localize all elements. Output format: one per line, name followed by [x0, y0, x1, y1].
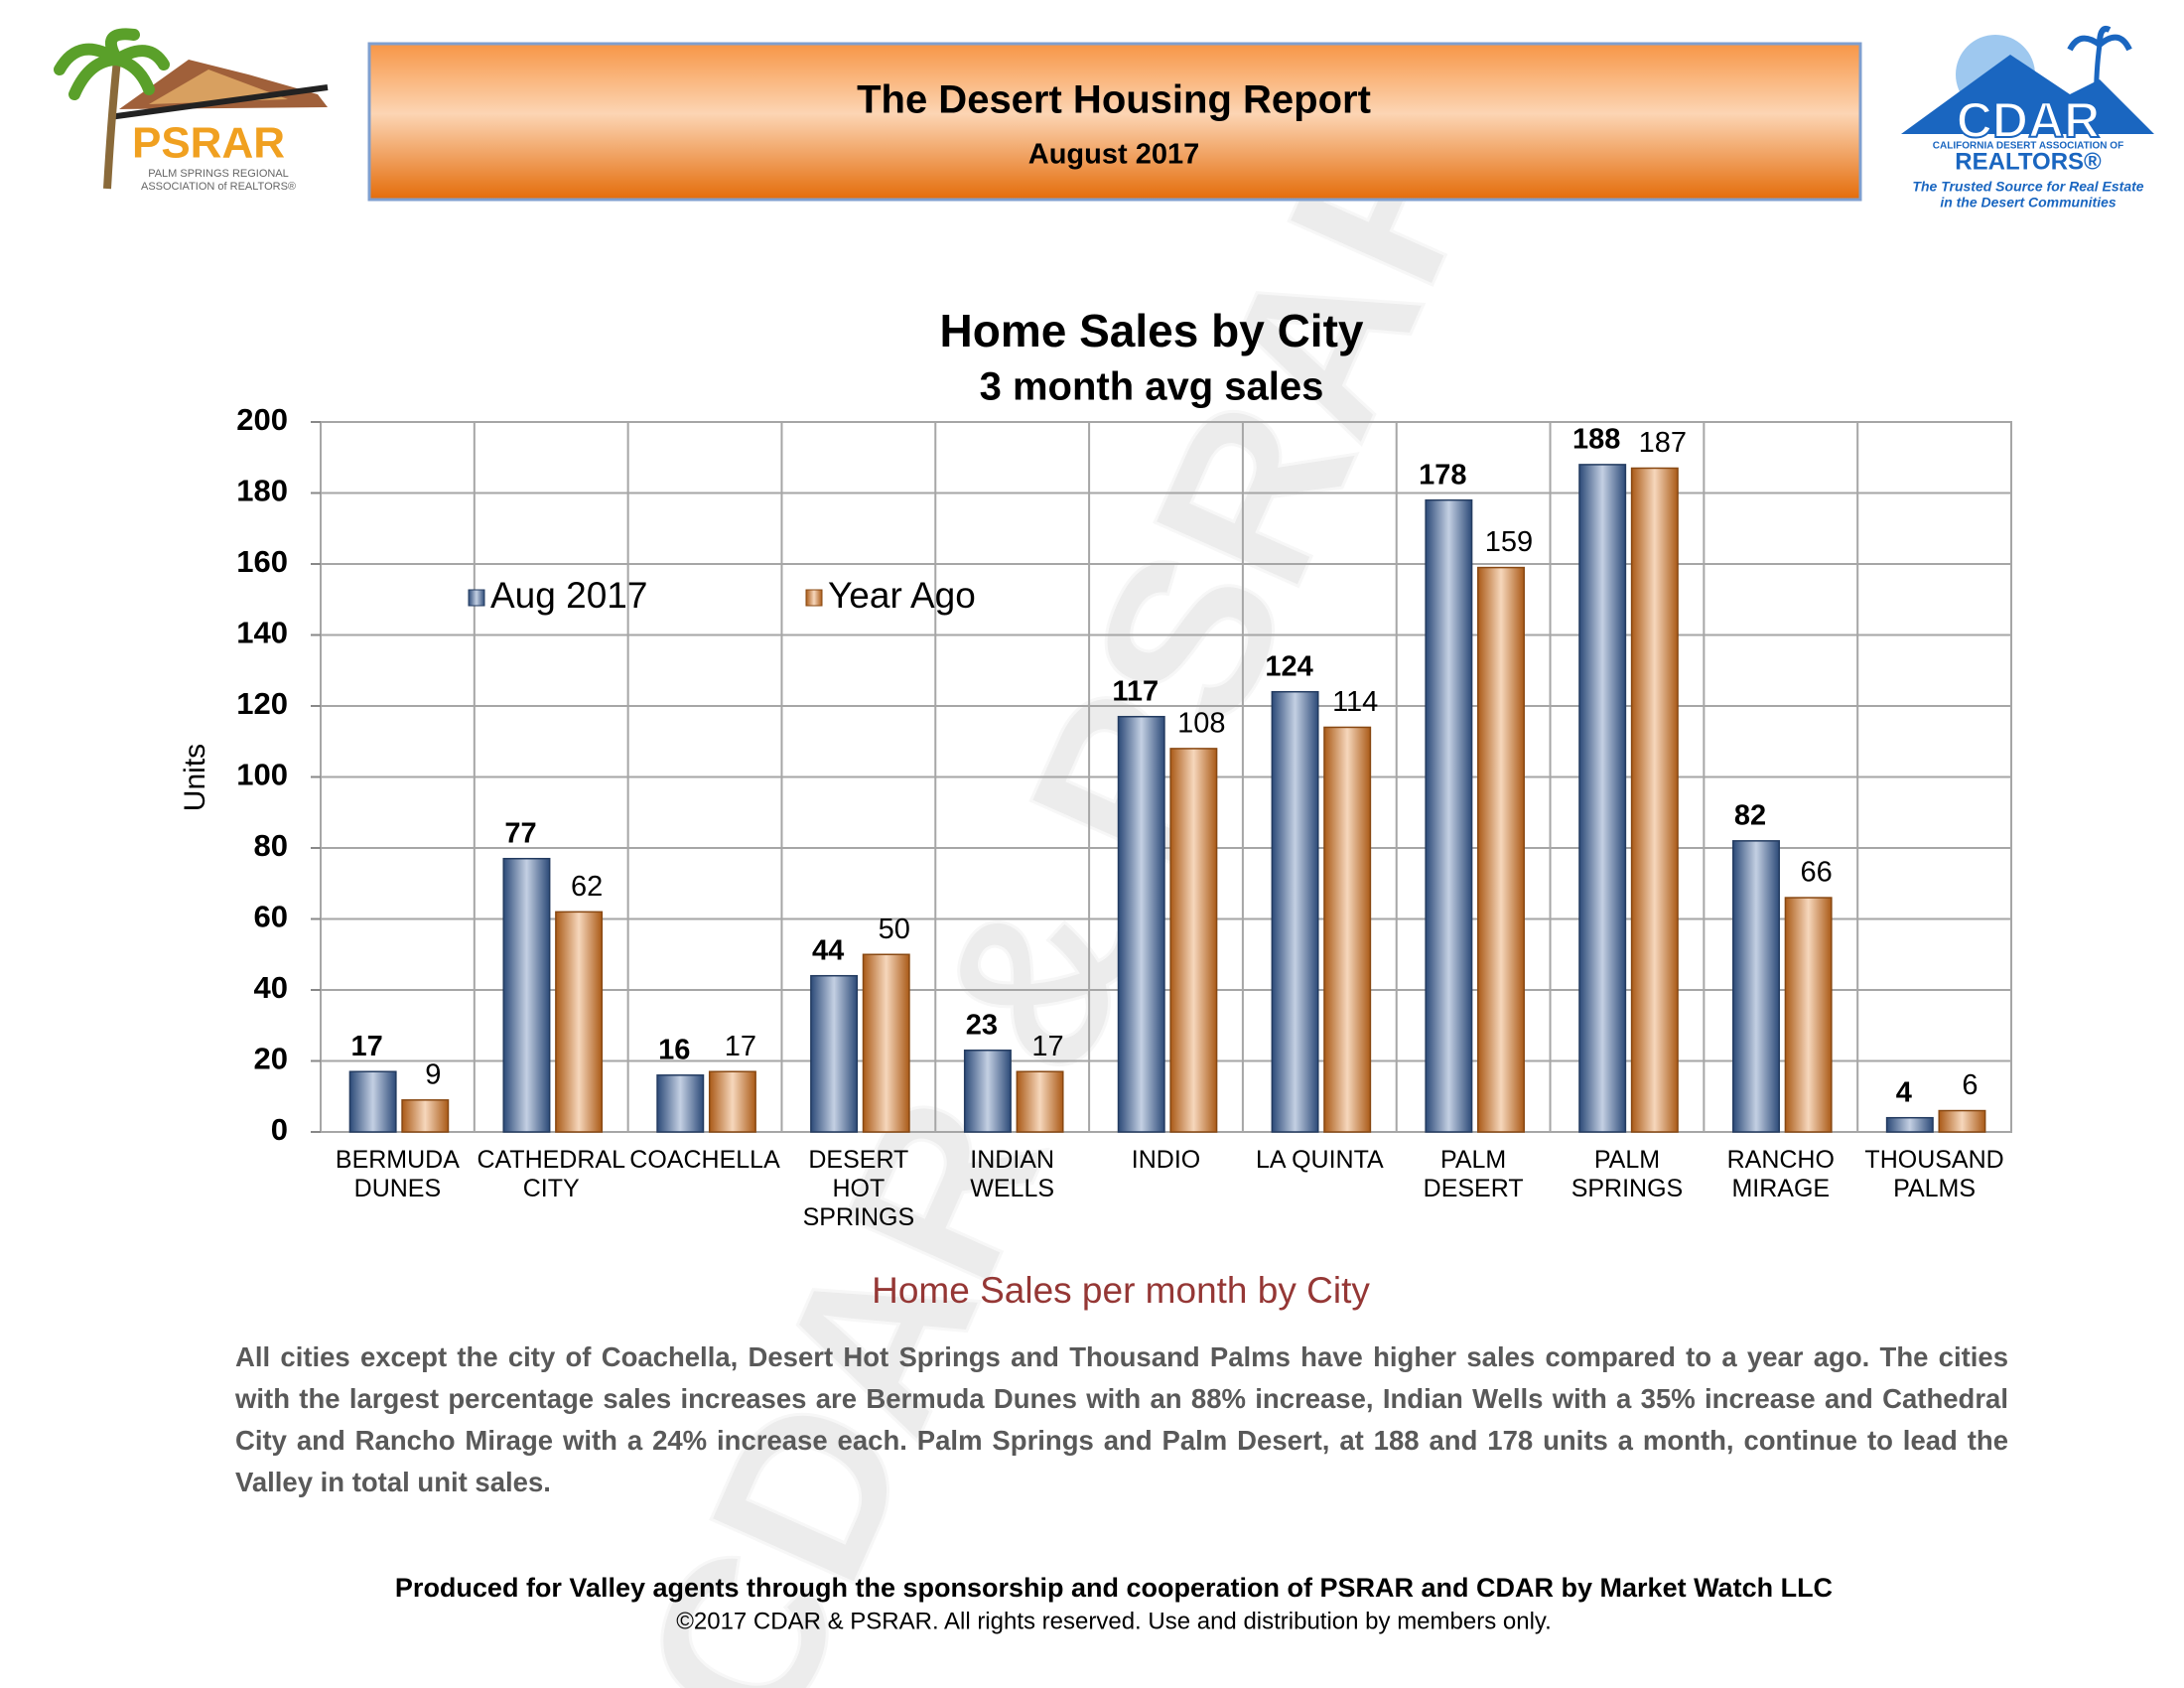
y-tick-label: 180	[236, 474, 288, 508]
y-tick-label: 160	[236, 544, 288, 579]
value-label: 188	[1572, 424, 1620, 456]
bar	[862, 953, 910, 1133]
header-box	[367, 42, 1862, 202]
footer-credit: Produced for Valley agents through the s…	[395, 1573, 1833, 1603]
header-title: The Desert Housing Report	[857, 78, 1371, 122]
bar	[1732, 840, 1780, 1133]
y-tick-label: 20	[254, 1042, 288, 1076]
bar	[401, 1099, 450, 1133]
bar	[348, 1070, 397, 1133]
logo-text: REALTORS®	[1955, 148, 2102, 175]
x-tick-label: CATHEDRAL CITY	[477, 1146, 625, 1202]
y-tick-label: 60	[254, 900, 288, 934]
x-tick-label: DESERT HOT SPRINGS	[802, 1146, 915, 1231]
x-tick-label: PALM DESERT	[1423, 1146, 1524, 1202]
value-label: 17	[351, 1031, 383, 1062]
value-label: 187	[1639, 427, 1687, 459]
x-tick-label: INDIAN WELLS	[970, 1146, 1055, 1202]
x-tick-label: BERMUDA DUNES	[335, 1146, 460, 1202]
logo-text: CDAR	[1957, 92, 2100, 148]
bar	[656, 1074, 705, 1133]
psrar-logo: PSRAR PALM SPRINGS REGIONAL ASSOCIATION …	[54, 28, 329, 193]
bar	[1938, 1109, 1986, 1133]
bar	[1169, 748, 1218, 1133]
value-label: 44	[812, 934, 844, 966]
bar	[1323, 726, 1372, 1133]
y-tick-label: 80	[254, 828, 288, 863]
value-label: 17	[725, 1031, 756, 1062]
y-tick-label: 200	[236, 402, 288, 437]
legend-swatch	[468, 589, 485, 607]
bar	[1425, 498, 1473, 1133]
value-label: 159	[1485, 526, 1533, 558]
body-text: All cities except the city of Coachella,…	[235, 1341, 2008, 1497]
chart-title: Home Sales by City	[940, 305, 1364, 356]
value-label: 9	[425, 1058, 441, 1090]
x-tick-label: COACHELLA	[629, 1146, 780, 1174]
y-tick-label: 40	[254, 970, 288, 1005]
legend-swatch	[805, 589, 823, 607]
bar	[1578, 464, 1627, 1133]
logo-text: ASSOCIATION of REALTORS®	[141, 181, 296, 193]
value-label: 108	[1177, 708, 1225, 740]
value-label: 178	[1419, 459, 1466, 491]
cdar-logo: CDAR CALIFORNIA DESERT ASSOCIATION OF RE…	[1901, 26, 2154, 211]
y-tick-label: 0	[271, 1112, 288, 1147]
value-label: 117	[1112, 675, 1159, 707]
bar	[1016, 1070, 1064, 1133]
chart-subtitle: 3 month avg sales	[980, 365, 1324, 409]
bar	[1885, 1116, 1934, 1133]
value-label: 4	[1896, 1076, 1912, 1108]
x-tick-label: LA QUINTA	[1255, 1146, 1384, 1174]
value-label: 6	[1962, 1069, 1978, 1101]
logo-text: in the Desert Communities	[1940, 195, 2116, 211]
value-label: 82	[1734, 800, 1766, 832]
x-tick-label: THOUSAND PALMS	[1864, 1146, 2004, 1202]
legend-label: Aug 2017	[490, 575, 647, 616]
footer-copyright: ©2017 CDAR & PSRAR. All rights reserved.…	[676, 1608, 1552, 1634]
x-tick-label: PALM SPRINGS	[1570, 1146, 1684, 1202]
bar	[1117, 715, 1165, 1133]
bar	[708, 1070, 756, 1133]
logo-text: PSRAR	[132, 119, 285, 168]
y-tick-label: 120	[236, 686, 288, 721]
value-label: 114	[1332, 686, 1378, 718]
bar	[1477, 566, 1525, 1133]
bar	[555, 911, 604, 1133]
bar	[810, 974, 859, 1133]
caption: Home Sales per month by City	[872, 1270, 1370, 1311]
value-label: 62	[571, 871, 603, 903]
logo-text: The Trusted Source for Real Estate	[1912, 179, 2143, 195]
value-label: 16	[658, 1034, 690, 1065]
x-tick-label: INDIO	[1131, 1146, 1201, 1174]
value-label: 50	[879, 914, 910, 945]
x-tick-label: RANCHO MIRAGE	[1726, 1146, 1835, 1202]
header-subtitle: August 2017	[1028, 139, 1199, 171]
logo-text: PALM SPRINGS REGIONAL	[148, 168, 289, 180]
value-label: 77	[504, 817, 536, 849]
logo-text: CALIFORNIA DESERT ASSOCIATION OF	[1933, 141, 2123, 152]
legend-label: Year Ago	[828, 575, 976, 616]
bar	[502, 857, 551, 1133]
value-label: 66	[1801, 857, 1833, 889]
y-tick-label: 100	[236, 758, 288, 792]
value-label: 124	[1265, 650, 1312, 682]
bar	[963, 1050, 1012, 1133]
bar	[1271, 690, 1319, 1133]
value-label: 23	[966, 1009, 998, 1041]
y-axis-label: Units	[179, 744, 211, 811]
value-label: 17	[1031, 1031, 1063, 1062]
y-tick-label: 140	[236, 616, 288, 650]
bar	[1784, 897, 1833, 1133]
bar	[1630, 467, 1679, 1133]
